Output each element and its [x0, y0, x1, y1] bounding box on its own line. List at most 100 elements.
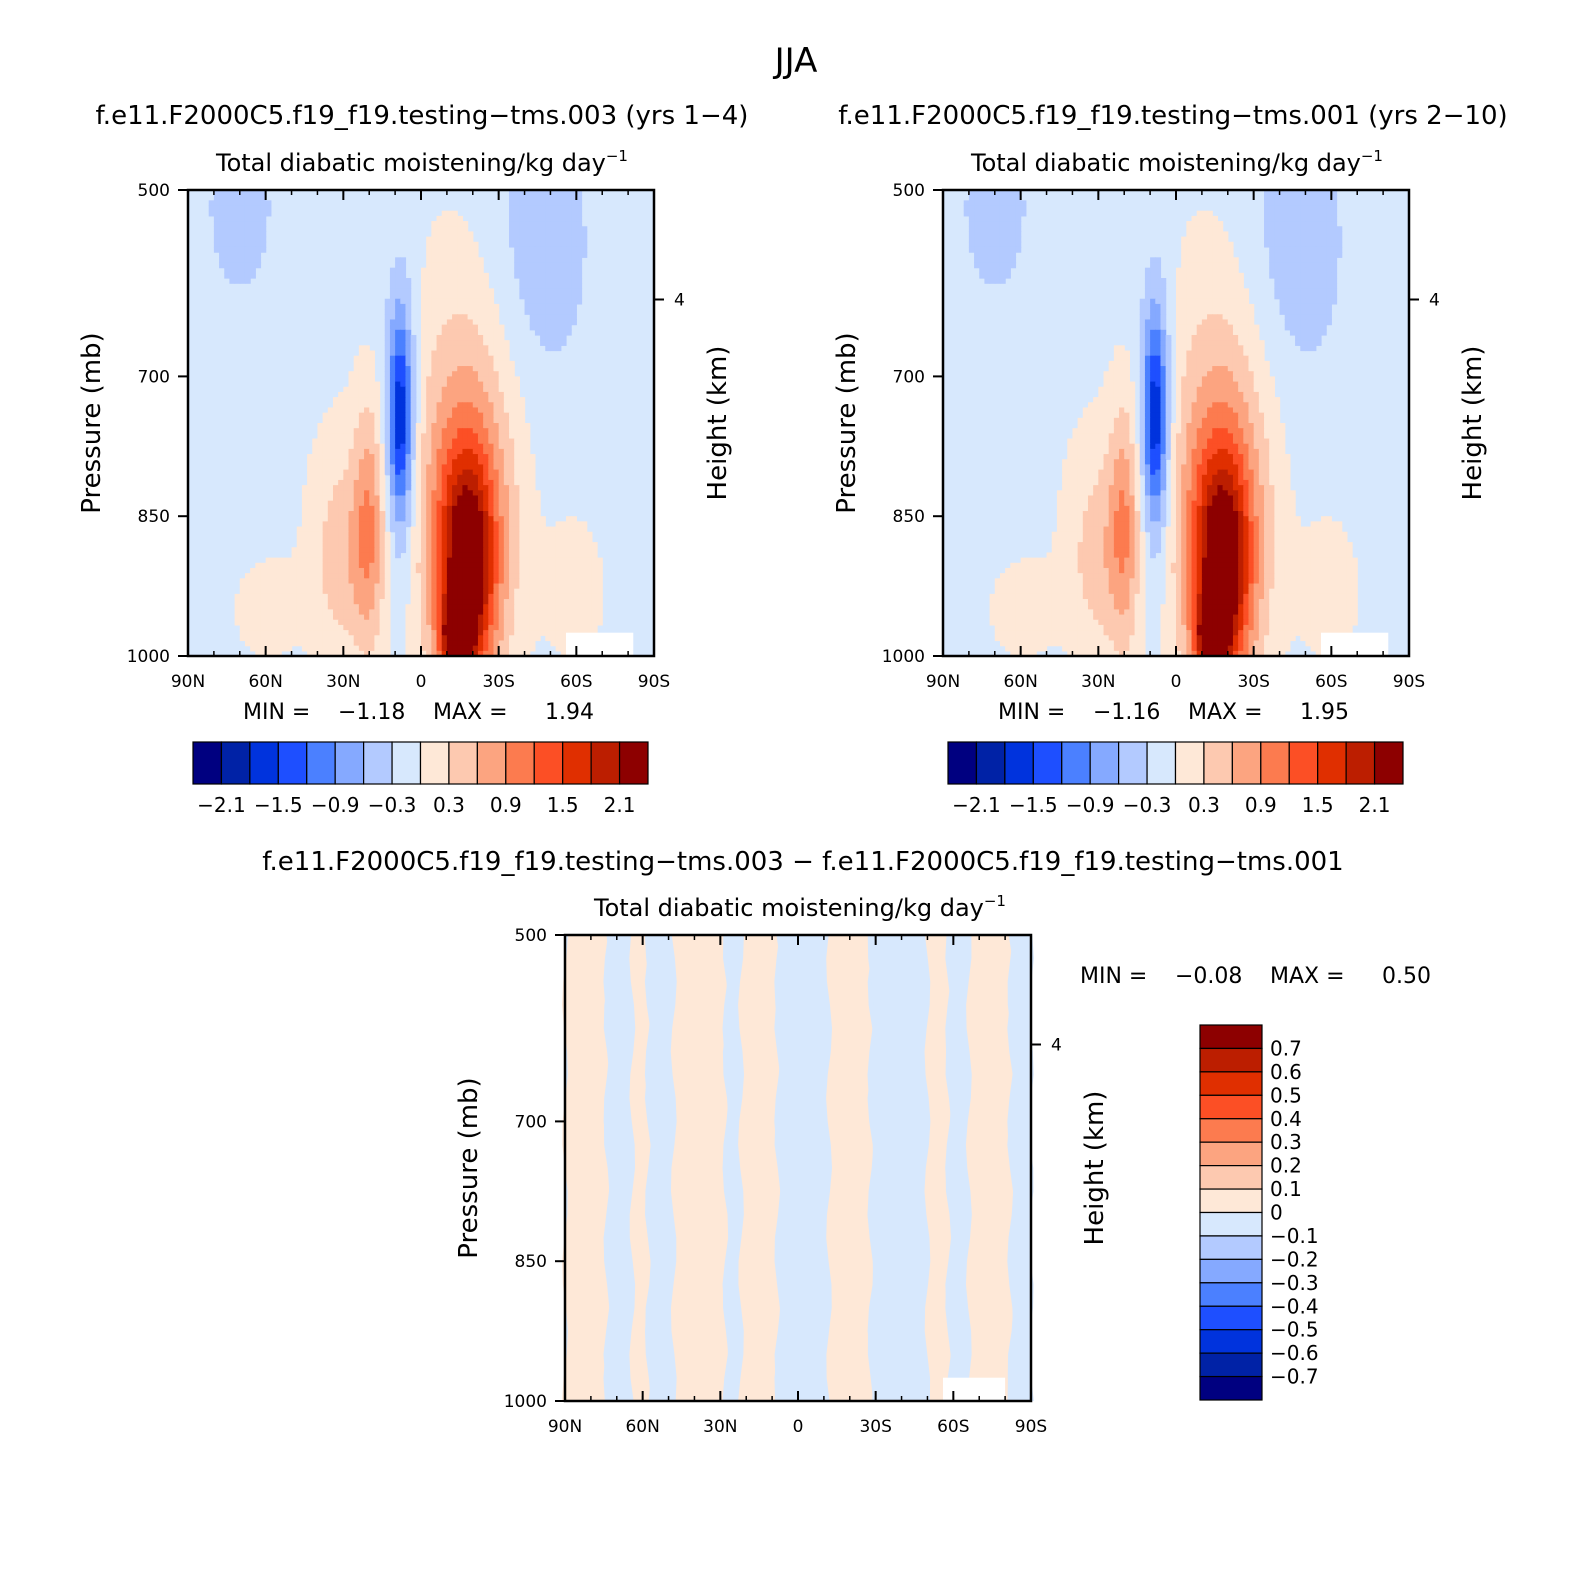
field-cell: [322, 516, 329, 522]
field-cell: [1305, 329, 1312, 336]
field-cell: [462, 557, 469, 564]
field-cell: [270, 619, 277, 626]
field-cell: [1196, 340, 1203, 346]
field-cell: [431, 459, 438, 466]
field-cell: [1160, 340, 1167, 346]
field-cell: [405, 614, 412, 621]
field-cell: [467, 433, 474, 440]
field-cell: [436, 423, 443, 429]
field-cell: [999, 210, 1006, 217]
panel-2-field: [943, 190, 1409, 657]
field-cell: [452, 542, 458, 548]
field-cell: [379, 552, 386, 559]
field-cell: [250, 645, 256, 652]
field-cell: [565, 542, 572, 548]
field-cell: [534, 593, 541, 600]
field-cell: [534, 505, 541, 512]
field-cell: [597, 588, 603, 595]
field-cell: [431, 329, 438, 336]
field-cell: [979, 205, 986, 212]
field-cell: [560, 303, 567, 310]
field-cell: [498, 469, 505, 476]
field-cell: [369, 650, 375, 657]
field-cell: [571, 190, 577, 196]
field-cell: [400, 516, 407, 522]
field-cell: [358, 536, 365, 543]
field-cell: [503, 355, 510, 362]
field-cell: [1181, 303, 1187, 310]
field-cell: [1155, 267, 1162, 274]
field-cell: [348, 391, 355, 398]
field-cell: [545, 324, 552, 331]
field-cell: [286, 573, 293, 579]
field-cell: [431, 257, 438, 264]
field-cell: [234, 236, 241, 243]
field-cell: [255, 635, 262, 642]
field-cell: [1217, 241, 1224, 248]
field-cell: [441, 464, 448, 471]
field-cell: [322, 505, 329, 512]
field-cell: [483, 319, 489, 326]
field-cell: [452, 324, 458, 331]
field-cell: [989, 272, 996, 279]
field-cell: [353, 479, 360, 486]
field-cell: [457, 226, 464, 233]
field-cell: [591, 624, 598, 631]
field-cell: [483, 495, 489, 502]
field-cell: [483, 588, 489, 595]
field-cell: [348, 443, 355, 450]
field-cell: [1305, 257, 1312, 264]
field-cell: [410, 350, 417, 357]
field-cell: [565, 309, 572, 315]
field-cell: [1207, 309, 1213, 315]
field-cell: [483, 376, 489, 383]
field-cell: [369, 366, 375, 372]
field-cell: [327, 640, 334, 647]
field-cell: [446, 215, 453, 222]
field-cell: [550, 267, 557, 274]
field-cell: [400, 345, 407, 352]
field-cell: [441, 500, 448, 507]
field-cell: [540, 567, 546, 574]
field-cell: [239, 619, 246, 626]
field-cell: [1289, 241, 1296, 248]
field-cell: [322, 630, 329, 636]
field-cell: [358, 433, 365, 440]
field-cell: [224, 236, 231, 243]
field-cell: [503, 624, 510, 631]
field-cell: [1201, 319, 1208, 326]
field-cell: [436, 536, 443, 543]
field-cell: [483, 314, 489, 321]
field-cell: [446, 464, 453, 471]
field-cell: [519, 417, 526, 424]
panel-1-min-value: −1.18: [338, 700, 405, 725]
field-cell: [1212, 314, 1219, 321]
field-cell: [255, 588, 262, 595]
field-cell: [571, 531, 577, 538]
field-cell: [353, 505, 360, 512]
field-cell: [462, 531, 469, 538]
field-cell: [519, 448, 526, 455]
field-cell: [545, 542, 552, 548]
field-cell: [1196, 314, 1203, 321]
field-cell: [374, 619, 381, 626]
field-cell: [353, 474, 360, 481]
field-cell: [968, 200, 975, 207]
field-cell: [565, 226, 572, 233]
field-cell: [452, 376, 458, 383]
field-cell: [327, 619, 334, 626]
field-cell: [364, 562, 370, 569]
field-cell: [1005, 215, 1011, 222]
field-cell: [467, 314, 474, 321]
field-cell: [477, 417, 484, 424]
field-cell: [472, 345, 479, 352]
field-cell: [1227, 360, 1234, 367]
field-cell: [1191, 267, 1198, 274]
field-cell: [529, 619, 536, 626]
field-cell: [446, 573, 453, 579]
field-cell: [421, 521, 427, 528]
field-cell: [514, 391, 520, 398]
field-cell: [244, 200, 251, 207]
field-cell: [462, 490, 469, 497]
field-cell: [436, 443, 443, 450]
